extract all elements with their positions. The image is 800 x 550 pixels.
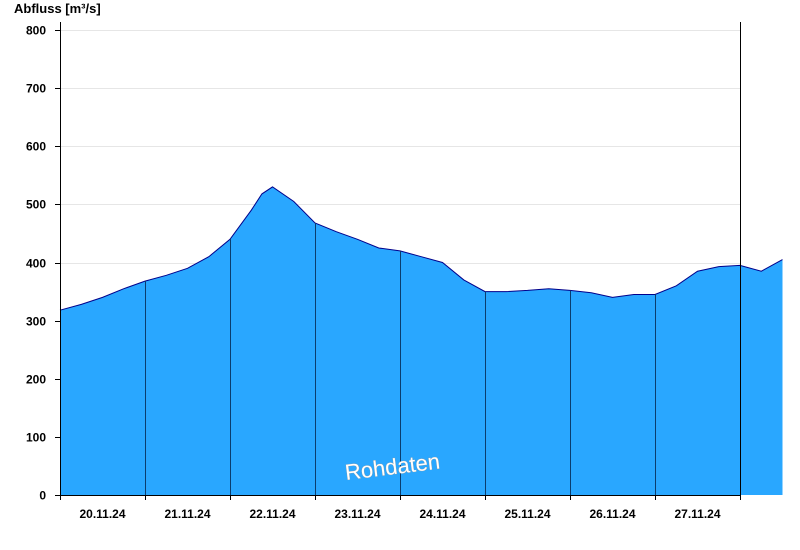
y-tick-label-0: 0: [39, 489, 46, 503]
x-tick-label-23.11.24: 23.11.24: [334, 507, 380, 521]
y-tick-label-700: 700: [26, 82, 46, 96]
x-tick-label-21.11.24: 21.11.24: [164, 507, 210, 521]
discharge-line: [59, 186, 783, 311]
x-tick-label-27.11.24: 27.11.24: [674, 507, 720, 521]
y-axis-label: Abfluss [m³/s]: [14, 1, 101, 16]
y-tick-label-300: 300: [26, 315, 46, 329]
y-tick-label-200: 200: [26, 373, 46, 387]
x-tick-label-25.11.24: 25.11.24: [504, 507, 550, 521]
y-tick-label-400: 400: [26, 257, 46, 271]
y-axis-ticks: 0 100 200 300 400 500 600 700 800: [26, 24, 60, 503]
x-axis-ticks: 20.11.24 21.11.24 22.11.24 23.11.24 24.11.24…: [60, 495, 741, 521]
x-tick-label-22.11.24: 22.11.24: [249, 507, 295, 521]
y-tick-label-800: 800: [26, 24, 46, 38]
x-tick-label-24.11.24: 24.11.24: [419, 507, 465, 521]
y-tick-label-600: 600: [26, 140, 46, 154]
y-tick-label-500: 500: [26, 198, 46, 212]
x-tick-label-26.11.24: 26.11.24: [589, 507, 635, 521]
x-tick-label-20.11.24: 20.11.24: [79, 507, 125, 521]
y-tick-label-100: 100: [26, 431, 46, 445]
day-separator-lines: [145, 223, 656, 495]
discharge-area: [60, 186, 783, 495]
